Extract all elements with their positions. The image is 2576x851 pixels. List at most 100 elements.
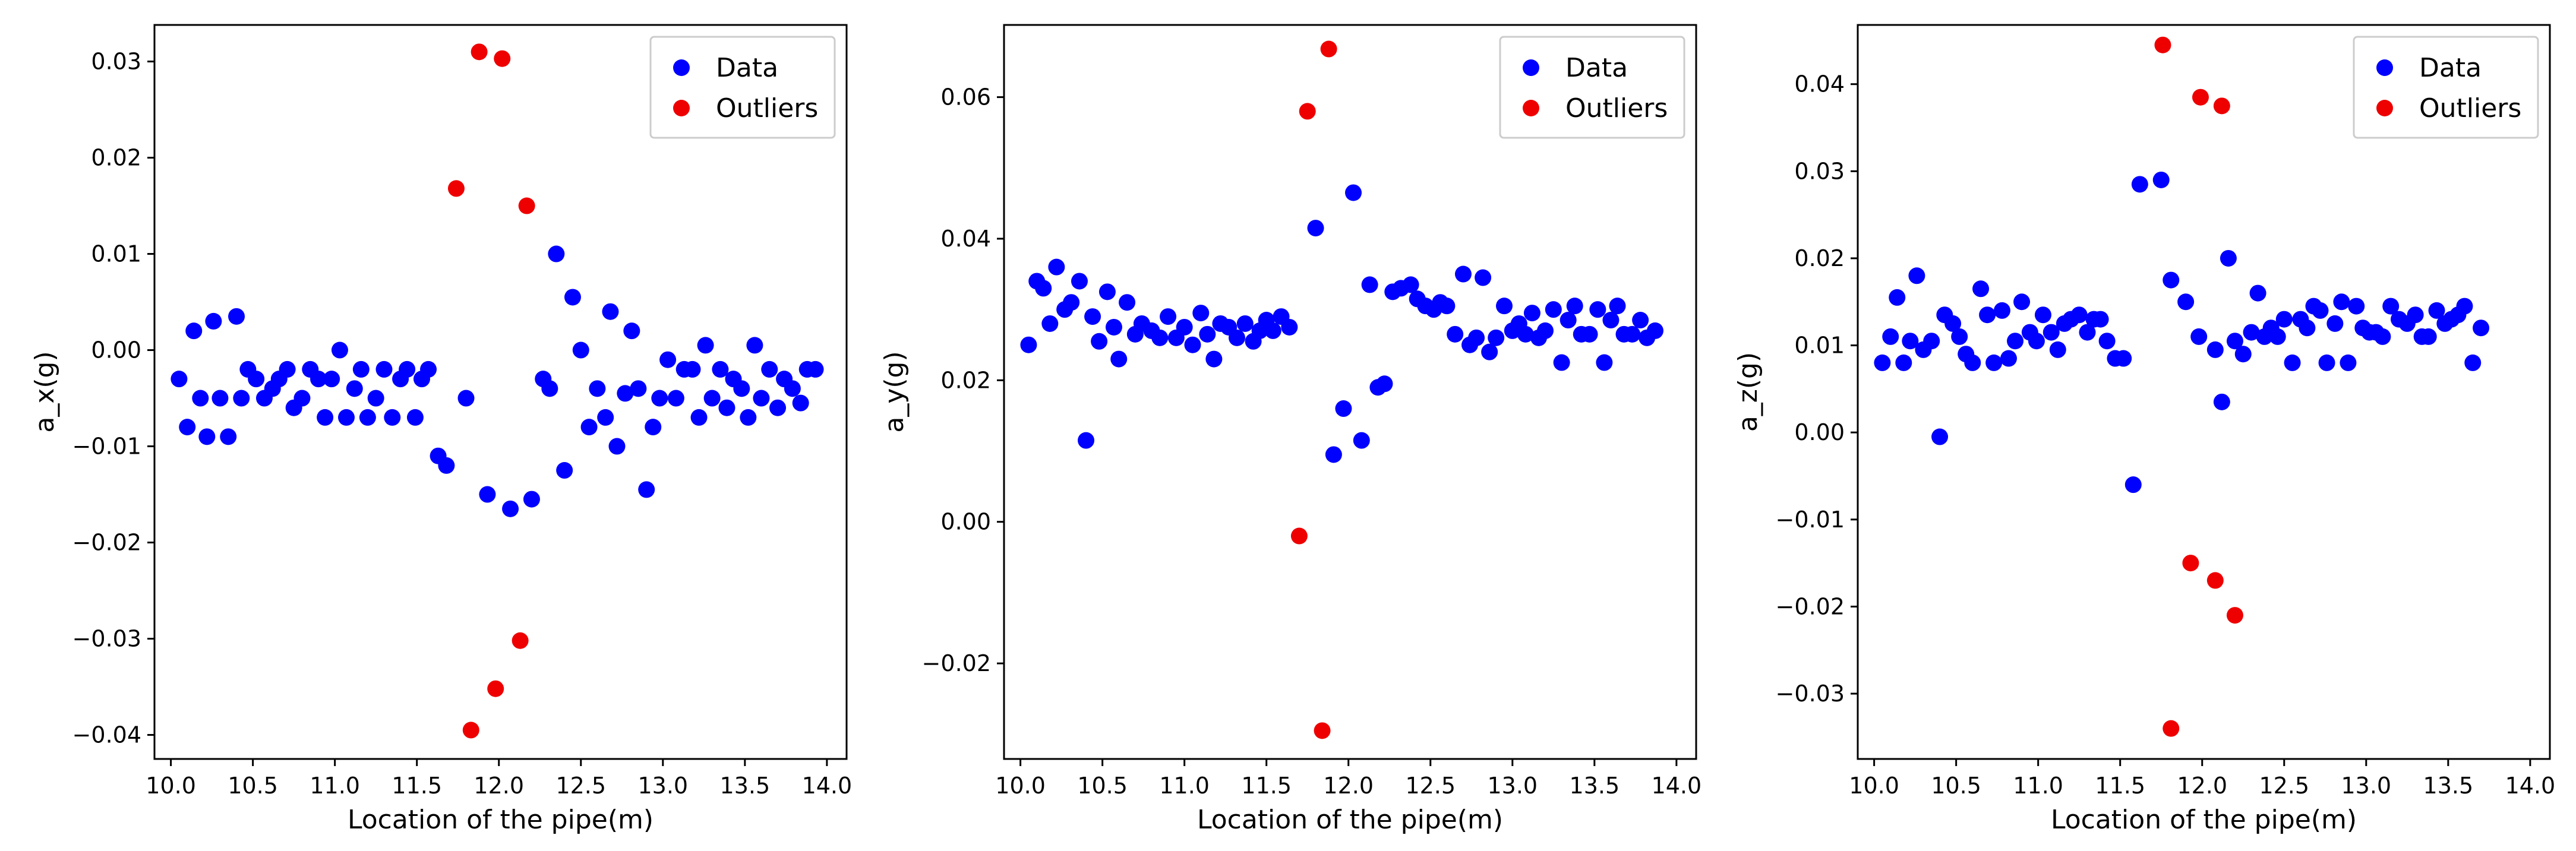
data-point — [2249, 284, 2266, 302]
data-point — [564, 289, 581, 306]
chart-panel-ay: 10.0 10.5 11.0 11.5 12.0 12.5 13.0 13.5 14.0 −0.0… — [879, 24, 1701, 835]
data-point — [1609, 298, 1626, 315]
data-point — [1985, 354, 2003, 371]
data-point — [1972, 280, 1990, 298]
data-point — [192, 390, 209, 407]
x-tick-label: 10.5 — [1931, 773, 1981, 799]
data-point — [2034, 306, 2051, 324]
data-point — [2226, 333, 2243, 350]
data-point — [2318, 354, 2335, 371]
y-tick-label: 0.04 — [1794, 71, 1845, 97]
y-tick-label: 0.02 — [940, 367, 991, 393]
data-point — [1084, 308, 1101, 325]
y-tick-label: 0.00 — [91, 337, 141, 363]
data-point — [1335, 400, 1352, 417]
data-point — [2374, 328, 2391, 345]
data-point — [2407, 306, 2424, 324]
data-point — [2333, 293, 2350, 311]
y-tick-label: −0.03 — [72, 626, 141, 652]
legend-box — [2353, 36, 2539, 139]
data-point — [1020, 336, 1037, 353]
data-point — [457, 390, 475, 407]
data-point — [179, 419, 196, 436]
x-tick-label: 13.5 — [1570, 773, 1620, 799]
outlier-point — [1290, 527, 1308, 545]
x-axis-label: Location of the pipe(m) — [348, 805, 654, 835]
y-axis-label: a_y(g) — [879, 351, 910, 432]
data-point — [2382, 298, 2400, 315]
data-point — [228, 308, 245, 325]
outlier-point — [2226, 607, 2243, 624]
data-point — [1993, 302, 2010, 319]
data-point — [1895, 354, 1912, 371]
data-point — [2049, 341, 2066, 358]
x-tick-label: 13.5 — [2423, 773, 2474, 799]
x-tick-label: 12.0 — [473, 773, 524, 799]
legend: Data Outliers — [1499, 36, 1685, 139]
legend-marker-data — [2376, 59, 2393, 76]
data-point — [792, 394, 809, 412]
data-point — [1624, 325, 1641, 343]
chart-panel-ax: 10.0 10.5 11.0 11.5 12.0 12.5 13.0 13.5 14.0 −0.0… — [30, 24, 852, 835]
data-point — [1560, 312, 1577, 329]
data-point — [1596, 354, 1613, 371]
data-point — [1488, 329, 1505, 346]
data-point — [769, 399, 787, 416]
data-point — [2124, 476, 2142, 493]
x-tick-label: 10.5 — [1077, 773, 1128, 799]
data-point — [2243, 324, 2260, 341]
data-point — [1566, 298, 1583, 315]
data-point — [171, 371, 188, 388]
legend-marker-data — [1523, 59, 1539, 76]
data-point — [1376, 375, 1393, 393]
outlier-point — [2163, 720, 2180, 737]
data-point — [645, 419, 662, 436]
scatter-points — [1874, 36, 2490, 737]
x-tick-label: 13.0 — [1488, 773, 1538, 799]
data-point — [384, 409, 401, 426]
data-point — [1537, 322, 1554, 339]
outlier-point — [2206, 572, 2224, 589]
data-point — [1632, 312, 1649, 329]
data-point — [1589, 301, 1606, 318]
data-point — [2234, 346, 2252, 363]
x-tick-label: 11.5 — [392, 773, 442, 799]
data-point — [1325, 446, 1342, 463]
data-point — [807, 360, 824, 378]
tick-marks: 10.0 10.5 11.0 11.5 12.0 12.5 13.0 13.5 14.0 −0.0… — [1776, 71, 2556, 799]
data-point — [1119, 294, 1136, 311]
x-tick-label: 12.5 — [555, 773, 606, 799]
data-point — [523, 491, 540, 508]
outlier-point — [2154, 36, 2171, 53]
data-point — [589, 380, 606, 397]
data-point — [2269, 328, 2286, 345]
data-point — [2013, 293, 2031, 311]
data-point — [1447, 325, 1464, 343]
data-point — [406, 409, 424, 426]
data-point — [2092, 311, 2109, 328]
y-tick-label: 0.06 — [940, 84, 991, 110]
data-point — [2456, 298, 2473, 315]
data-point — [2152, 171, 2170, 188]
x-tick-label: 12.5 — [1405, 773, 1456, 799]
data-point — [211, 390, 229, 407]
x-tick-label: 11.0 — [310, 773, 360, 799]
y-tick-label: 0.00 — [940, 509, 991, 535]
data-point — [1874, 354, 1891, 371]
legend-label-data: Data — [1565, 53, 1628, 83]
data-point — [784, 380, 801, 397]
data-point — [1944, 315, 1962, 332]
x-tick-label: 12.0 — [1323, 773, 1374, 799]
data-point — [580, 419, 598, 436]
x-tick-label: 11.5 — [2095, 773, 2145, 799]
data-point — [548, 245, 565, 262]
data-point — [2275, 311, 2293, 328]
data-point — [638, 481, 655, 498]
data-point — [1110, 350, 1128, 368]
y-tick-label: −0.02 — [922, 650, 991, 676]
x-axis-label: Location of the pipe(m) — [2051, 805, 2357, 835]
legend-box — [1499, 36, 1685, 139]
data-point — [630, 380, 647, 397]
data-point — [1048, 258, 1065, 276]
